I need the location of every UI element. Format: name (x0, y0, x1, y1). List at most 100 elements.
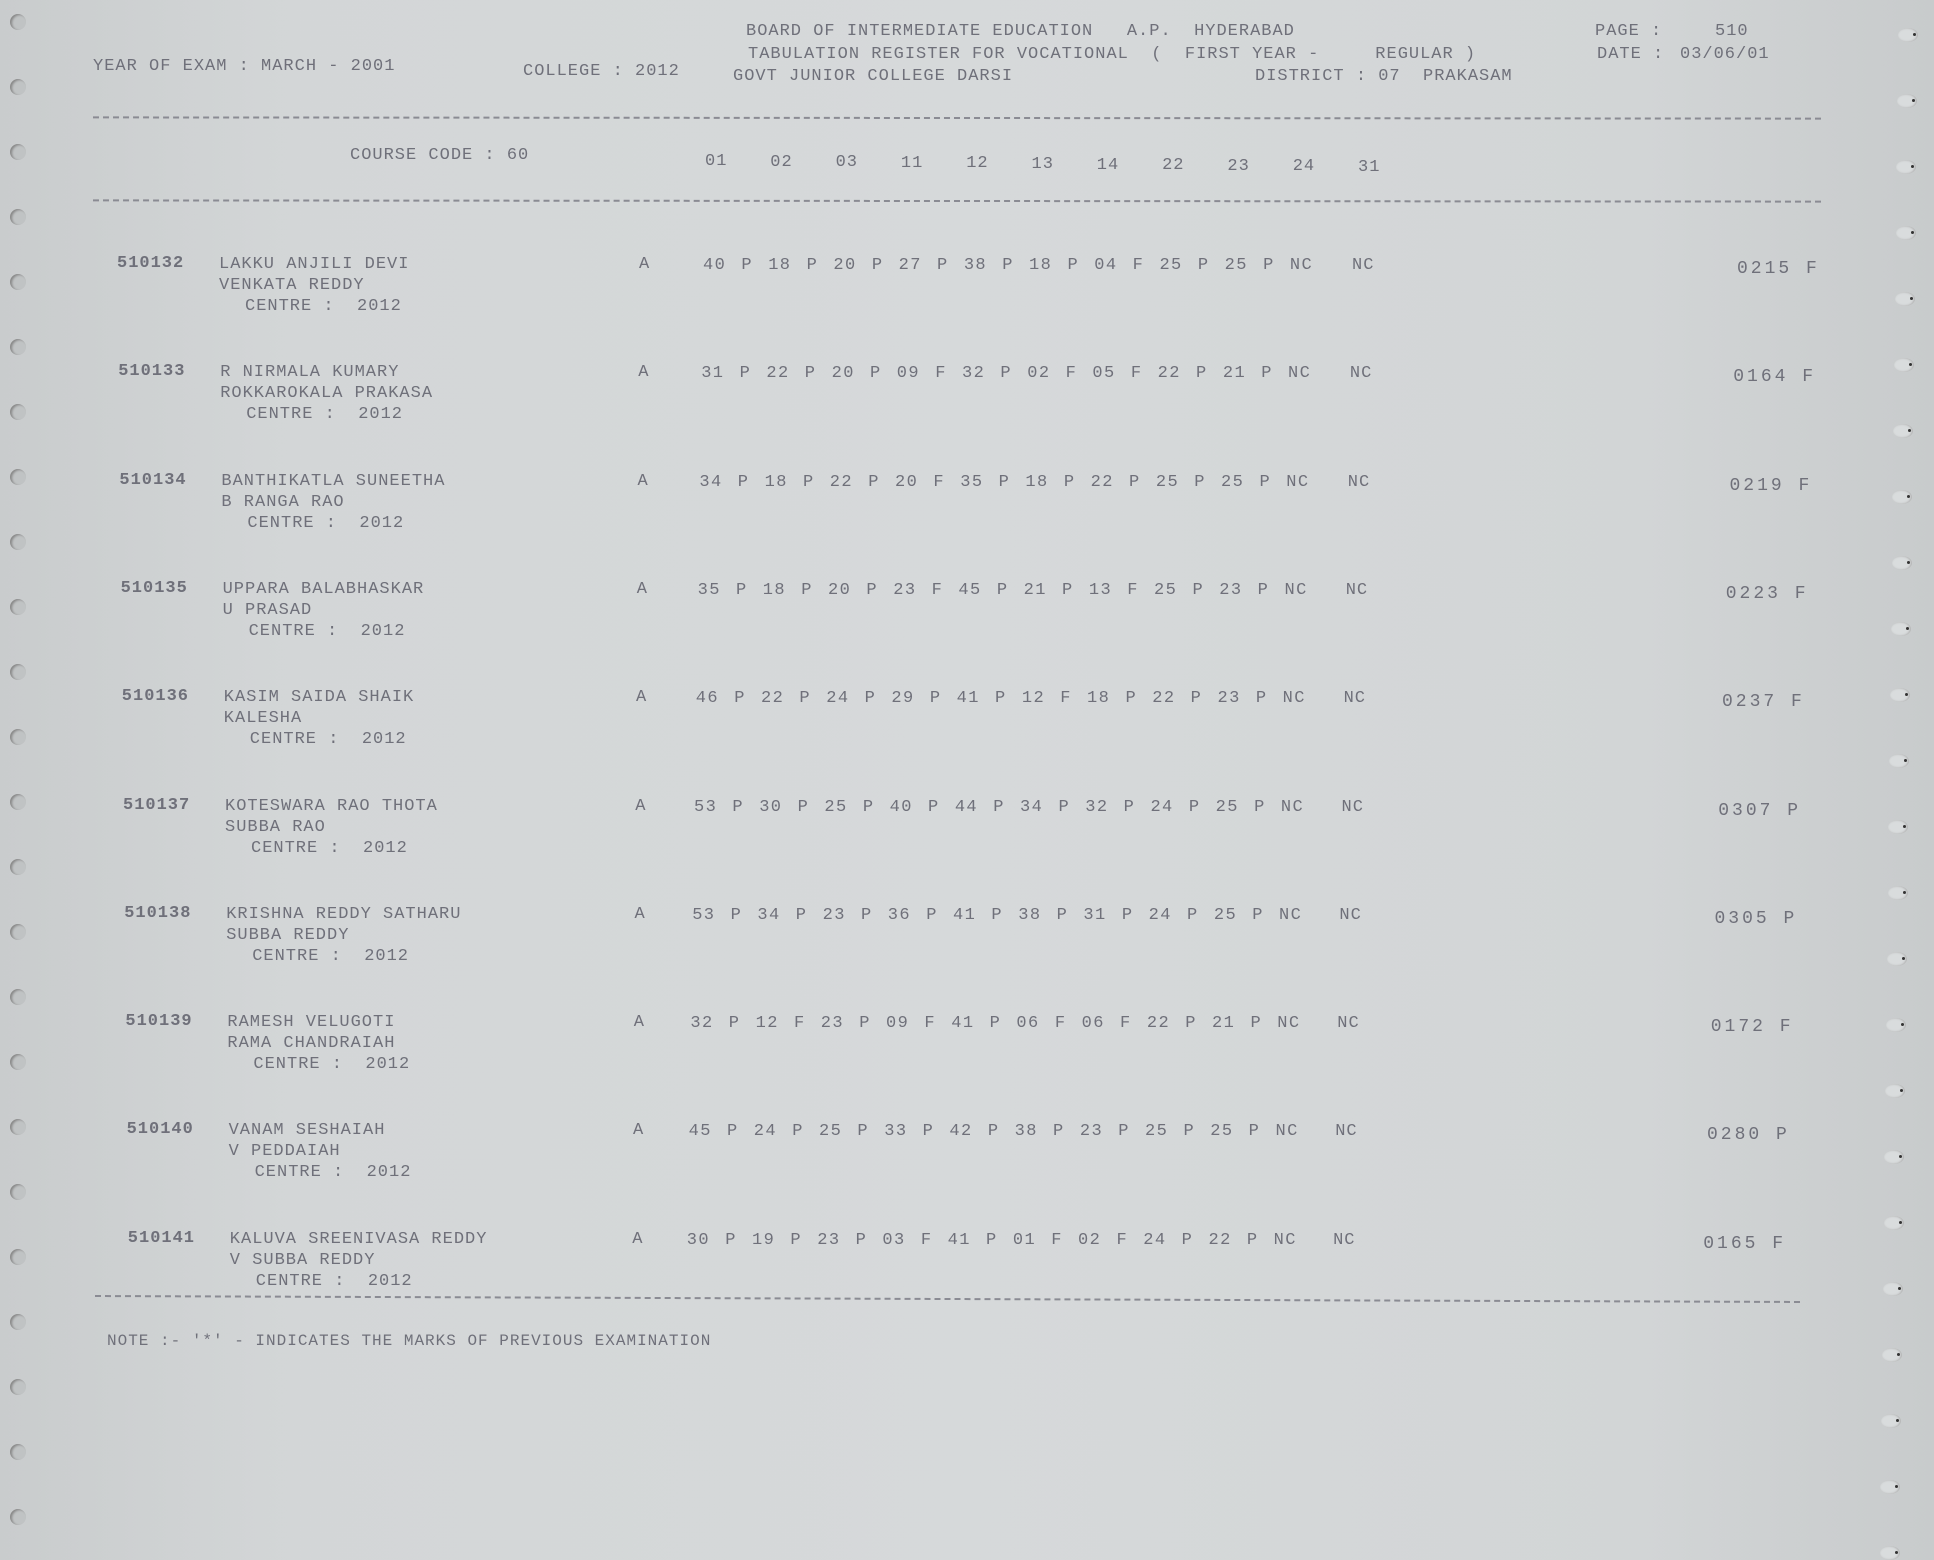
student-id: 510133 (118, 362, 186, 382)
sprocket-hole (1888, 820, 1909, 834)
student-name: KALUVA SREENIVASA REDDY (229, 1229, 488, 1249)
subject-code: 02 (770, 152, 793, 172)
grade: A (639, 255, 651, 274)
print-date: 03/06/01 (1680, 45, 1770, 64)
table-row: 510132 LAKKU ANJILI DEVI VENKATA REDDY CENT… (0, 254, 1934, 354)
table-row: 510140 VANAM SESHAIAH V PEDDAIAH CENTRE : 2… (0, 1120, 1934, 1220)
sprocket-hole (1894, 358, 1914, 372)
college-code: COLLEGE : 2012 (523, 62, 680, 81)
sprocket-hole (1887, 886, 1908, 900)
student-name: VANAM SESHAIAH (228, 1121, 386, 1141)
table-row: 510137 KOTESWARA RAO THOTA SUBBA RAO CENTRE… (0, 796, 1934, 896)
total-result: 0280 P (1707, 1125, 1790, 1146)
sprocket-hole (1891, 556, 1912, 570)
sprocket-hole (1897, 94, 1918, 108)
district: DISTRICT : 07 PRAKASAM (1255, 67, 1513, 86)
sprocket-hole (1889, 754, 1910, 768)
sprocket-hole (10, 859, 26, 875)
sprocket-hole (10, 209, 26, 225)
sprocket-hole (1886, 952, 1907, 966)
sprocket-hole (10, 469, 26, 485)
sprocket-hole (10, 1314, 26, 1330)
sprocket-hole (1881, 1414, 1902, 1428)
marks: 31 P 22 P 20 P 09 F 32 P 02 F 05 F 22 P … (701, 364, 1312, 384)
parent-name: ROKKAROKALA PRAKASA (220, 384, 434, 404)
student-name: BANTHIKATLA SUNEETHA (221, 471, 446, 491)
sprocket-hole (10, 79, 26, 95)
sprocket-hole (1885, 1084, 1906, 1098)
page-number: 510 (1715, 22, 1749, 41)
parent-name: B RANGA RAO (221, 492, 345, 512)
table-row: 510141 KALUVA SREENIVASA REDDY V SUBBA RED… (0, 1229, 1934, 1329)
subject-code: 11 (900, 153, 924, 173)
divider (92, 116, 1822, 120)
marks: 35 P 18 P 20 P 23 F 45 P 21 P 13 F 25 P … (697, 580, 1308, 600)
parent-name: SUBBA RAO (225, 817, 326, 837)
last-column: NC (1333, 1230, 1356, 1250)
last-column: NC (1347, 472, 1371, 492)
centre: CENTRE : 2012 (245, 297, 402, 316)
divider (92, 199, 1822, 203)
subject-code: 23 (1227, 156, 1250, 176)
marks: 53 P 34 P 23 P 36 P 41 P 38 P 31 P 24 P … (692, 905, 1303, 925)
footer-note: NOTE :- '*' - INDICATES THE MARKS OF PRE… (107, 1332, 712, 1350)
student-name: KRISHNA REDDY SATHARU (226, 904, 462, 924)
last-column: NC (1349, 364, 1373, 384)
sprocket-hole (1879, 1546, 1900, 1560)
student-id: 510140 (126, 1120, 194, 1140)
last-column: NC (1337, 1014, 1360, 1034)
student-id: 510132 (117, 254, 185, 273)
last-column: NC (1352, 256, 1375, 275)
centre: CENTRE : 2012 (255, 1271, 413, 1291)
student-name: RAMESH VELUGOTI (227, 1013, 396, 1033)
parent-name: VENKATA REDDY (219, 276, 365, 295)
sprocket-hole (1880, 1480, 1901, 1494)
student-name: UPPARA BALABHASKAR (222, 579, 425, 599)
last-column: NC (1339, 905, 1362, 925)
total-result: 0215 F (1737, 259, 1820, 279)
sprocket-hole (10, 989, 26, 1005)
sprocket-hole (10, 1184, 26, 1200)
table-row: 510135 UPPARA BALABHASKAR U PRASAD CENTRE :… (0, 579, 1934, 679)
sprocket-hole (10, 729, 26, 745)
sprocket-hole (1896, 160, 1917, 174)
grade: A (634, 904, 646, 924)
total-result: 0172 F (1710, 1017, 1794, 1038)
grade: A (638, 363, 650, 383)
table-row: 510139 RAMESH VELUGOTI RAMA CHANDRAIAH CENT… (0, 1012, 1934, 1112)
parent-name: KALESHA (223, 709, 303, 729)
student-id: 510136 (121, 687, 190, 707)
marks: 40 P 18 P 20 P 27 P 38 P 18 P 04 F 25 P … (703, 256, 1314, 275)
register-title: TABULATION REGISTER FOR VOCATIONAL ( FIR… (748, 45, 1477, 64)
sprocket-hole (1882, 1348, 1902, 1362)
grade: A (633, 1121, 645, 1141)
college-name: GOVT JUNIOR COLLEGE DARSI (733, 67, 1014, 86)
student-id: 510137 (123, 795, 191, 815)
parent-name: U PRASAD (222, 600, 313, 620)
student-id: 510139 (125, 1012, 193, 1032)
subject-code: 22 (1162, 156, 1185, 176)
parent-name: V SUBBA REDDY (229, 1250, 376, 1270)
marks: 53 P 30 P 25 P 40 P 44 P 34 P 32 P 24 P … (694, 797, 1305, 817)
sprocket-hole (10, 1119, 26, 1135)
sprocket-hole (1882, 1282, 1903, 1296)
student-id: 510134 (119, 470, 187, 490)
sprocket-hole (10, 1054, 26, 1070)
sprocket-hole (10, 1379, 26, 1395)
grade: A (633, 1013, 645, 1033)
subject-code: 14 (1096, 155, 1120, 175)
sprocket-hole (1893, 424, 1914, 438)
sprocket-hole (10, 339, 26, 355)
sprocket-hole (1884, 1150, 1905, 1164)
sprocket-hole (10, 599, 26, 615)
course-code: COURSE CODE : 60 (350, 146, 530, 165)
parent-name: RAMA CHANDRAIAH (227, 1034, 396, 1054)
sprocket-hole (10, 534, 26, 550)
grade: A (632, 1229, 644, 1249)
centre: CENTRE : 2012 (248, 621, 406, 641)
total-result: 0307 P (1718, 800, 1802, 821)
subject-code: 24 (1292, 157, 1316, 177)
sprocket-hole (10, 1444, 26, 1460)
last-column: NC (1345, 580, 1369, 600)
total-result: 0164 F (1733, 367, 1817, 388)
